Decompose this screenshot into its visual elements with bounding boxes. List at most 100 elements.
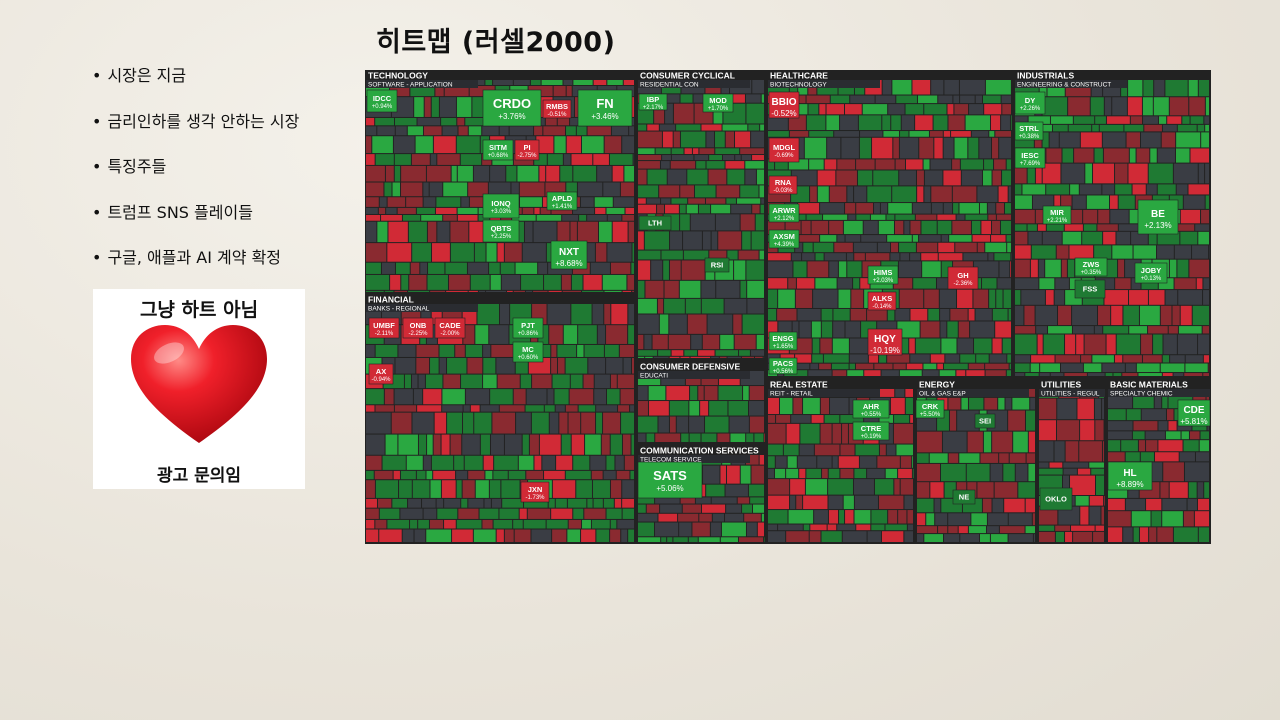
- heatmap-cell: [1108, 498, 1125, 511]
- heatmap-cell: [366, 117, 375, 126]
- heatmap-cell: [513, 389, 526, 405]
- heatmap-cell: [638, 298, 657, 314]
- heatmap-cell: [815, 278, 837, 289]
- heatmap-cell: [999, 137, 1011, 159]
- heatmap-cell: [375, 519, 387, 529]
- heatmap-cell: [670, 231, 683, 250]
- heatmap-cell: [704, 386, 718, 401]
- heatmap-cell: [669, 356, 680, 358]
- heatmap-cell: [1079, 184, 1102, 195]
- heatmap-cell: [938, 526, 948, 534]
- heatmap-cell: [1038, 259, 1045, 278]
- heatmap-cell: [971, 220, 981, 235]
- heatmap-cell: [796, 278, 815, 289]
- ticker-symbol: DY: [1025, 96, 1035, 105]
- heatmap-cell: [920, 321, 940, 338]
- ticker-symbol: NXT: [559, 247, 579, 258]
- heatmap-cell: [638, 356, 645, 358]
- heatmap-cell: [1176, 132, 1201, 148]
- heatmap-cell: [776, 415, 791, 423]
- ticker-change: -2.75%: [517, 153, 537, 159]
- heatmap-cell: [899, 242, 916, 253]
- heatmap-cell: [507, 290, 513, 292]
- heatmap-cell: [1114, 355, 1123, 363]
- heatmap-cell: [406, 455, 423, 470]
- heatmap-cell: [687, 169, 708, 185]
- heatmap-cell: [803, 524, 810, 531]
- heatmap-cell: [1138, 440, 1146, 452]
- heatmap-cell: [623, 80, 634, 86]
- ticker-symbol: FSS: [1083, 285, 1098, 294]
- heatmap-cell: [1032, 195, 1054, 209]
- heatmap-cell: [628, 529, 634, 542]
- ticker-tile: [947, 266, 979, 290]
- heatmap-cell: [563, 154, 571, 165]
- heatmap-cell: [1025, 498, 1035, 513]
- heatmap-cell: [624, 165, 634, 182]
- heatmap-cell: [630, 470, 634, 480]
- heatmap-cell: [768, 479, 790, 495]
- heatmap-cell: [879, 354, 887, 363]
- heatmap-cell: [534, 126, 543, 136]
- ad-box[interactable]: 그냥 하트 아님 광고 문의임: [93, 289, 305, 489]
- heatmap-cell: [1039, 441, 1054, 462]
- heatmap-cell: [1139, 305, 1160, 326]
- heatmap-cell: [534, 455, 542, 470]
- industry-label: RESIDENTIAL CON: [640, 82, 699, 89]
- heatmap-cell: [865, 253, 890, 261]
- heatmap-cell: [708, 169, 727, 185]
- heatmap-cell: [658, 350, 671, 356]
- heatmap-cell: [593, 498, 603, 508]
- heatmap-cell: [497, 374, 520, 389]
- ticker-symbol: IONQ: [491, 199, 510, 208]
- heatmap-cell: [904, 495, 913, 510]
- heatmap-cell: [543, 126, 566, 136]
- ticker-tile: [768, 91, 800, 119]
- heatmap-cell: [868, 354, 879, 363]
- heatmap-cell: [490, 274, 501, 290]
- heatmap-cell: [688, 198, 705, 204]
- heatmap-cell: [945, 354, 960, 363]
- heatmap-cell: [1061, 259, 1067, 278]
- heatmap-cell: [491, 344, 516, 357]
- heatmap-cell: [1049, 132, 1059, 148]
- heatmap-cell: [423, 197, 436, 207]
- heatmap-cell: [1131, 231, 1148, 245]
- heatmap-cell: [755, 356, 763, 358]
- heatmap-cell: [938, 242, 955, 253]
- heatmap-cell: [1130, 116, 1143, 124]
- heatmap-cell: [954, 137, 968, 159]
- heatmap-cell: [1146, 440, 1158, 452]
- heatmap-cell: [472, 97, 485, 117]
- heatmap-cell: [638, 386, 648, 401]
- heatmap-cell: [854, 510, 871, 524]
- industry-header: [366, 304, 478, 312]
- heatmap-cell: [602, 274, 627, 290]
- heatmap-cell: [890, 397, 905, 415]
- heatmap-cell: [617, 519, 634, 529]
- heatmap-cell: [1015, 195, 1032, 209]
- heatmap-cell: [552, 480, 576, 498]
- ticker-symbol: PI: [523, 143, 530, 152]
- heatmap-cell: [478, 290, 486, 292]
- heatmap-cell: [1094, 148, 1103, 163]
- heatmap-cell: [676, 124, 701, 131]
- heatmap-cell: [463, 405, 470, 412]
- heatmap-cell: [1180, 305, 1192, 326]
- heatmap-cell: [516, 412, 531, 434]
- heatmap-cell: [1165, 290, 1178, 305]
- heatmap-cell: [713, 103, 723, 124]
- heatmap-cell: [743, 386, 749, 401]
- heatmap-cell: [638, 185, 659, 198]
- heatmap-cell: [898, 510, 907, 524]
- industry-header: [768, 80, 880, 88]
- heatmap-cell: [837, 524, 856, 531]
- heatmap-cell: [1030, 397, 1035, 410]
- heatmap-cell: [1113, 373, 1122, 376]
- heatmap-cell: [661, 250, 683, 260]
- heatmap-cell: [1036, 326, 1048, 334]
- heatmap-cell: [655, 148, 671, 155]
- heatmap-cell: [917, 95, 938, 104]
- heatmap-cell: [464, 455, 483, 470]
- ticker-tile: [514, 139, 540, 161]
